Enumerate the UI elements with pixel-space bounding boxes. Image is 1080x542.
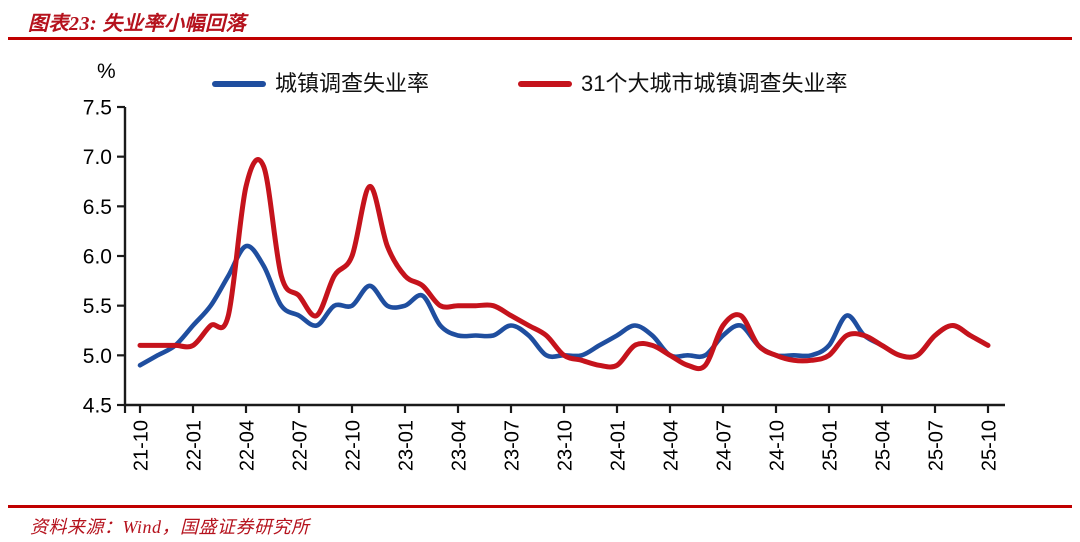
x-tick-label: 25-04 (873, 420, 895, 471)
x-tick-label: 25-10 (979, 420, 1001, 471)
series-line-urban-survey (137, 243, 991, 368)
x-tick-label: 24-10 (767, 420, 789, 471)
title-divider (8, 37, 1072, 40)
chart-legend: 城镇调查失业率 31个大城市城镇调查失业率 (0, 69, 1080, 99)
x-tick-label: 22-04 (237, 420, 259, 471)
x-tick-label: 22-01 (184, 420, 206, 471)
y-tick-label: 4.5 (83, 395, 112, 418)
legend-item-31-cities: 31个大城市城镇调查失业率 (518, 69, 847, 99)
y-tick-label: 7.5 (83, 97, 112, 120)
blue-line-swatch-icon (212, 81, 266, 87)
figure-title: 图表23: 失业率小幅回落 (28, 13, 247, 35)
y-tick-label: 5.5 (83, 295, 112, 318)
x-tick-label: 23-01 (396, 420, 418, 471)
y-tick-label: 7.0 (83, 146, 112, 169)
legend-label-urban-survey: 城镇调查失业率 (275, 71, 430, 96)
x-tick-label: 22-10 (343, 420, 365, 471)
x-tick-label: 23-10 (555, 420, 577, 471)
y-tick-label: 6.0 (83, 246, 112, 269)
x-tick-label: 21-10 (131, 420, 153, 471)
series-line-31-cities (137, 157, 991, 372)
y-tick-label: 6.5 (83, 196, 112, 219)
x-tick-label: 25-07 (926, 420, 948, 471)
x-tick-label: 24-01 (608, 420, 630, 471)
x-tick-label: 22-07 (290, 420, 312, 471)
y-tick-label: 5.0 (83, 345, 112, 368)
red-line-swatch-icon (518, 81, 572, 87)
legend-item-urban-survey: 城镇调查失业率 (212, 69, 429, 99)
x-tick-label: 24-04 (661, 420, 683, 471)
x-tick-label: 24-07 (714, 420, 736, 471)
x-tick-label: 25-01 (820, 420, 842, 471)
source-note: 资料来源：Wind，国盛证券研究所 (30, 517, 310, 537)
y-axis-unit-label: % (97, 60, 116, 83)
legend-label-31-cities: 31个大城市城镇调查失业率 (581, 71, 848, 96)
footer-divider (8, 505, 1072, 508)
x-tick-label: 23-04 (449, 420, 471, 471)
x-tick-label: 23-07 (502, 420, 524, 471)
